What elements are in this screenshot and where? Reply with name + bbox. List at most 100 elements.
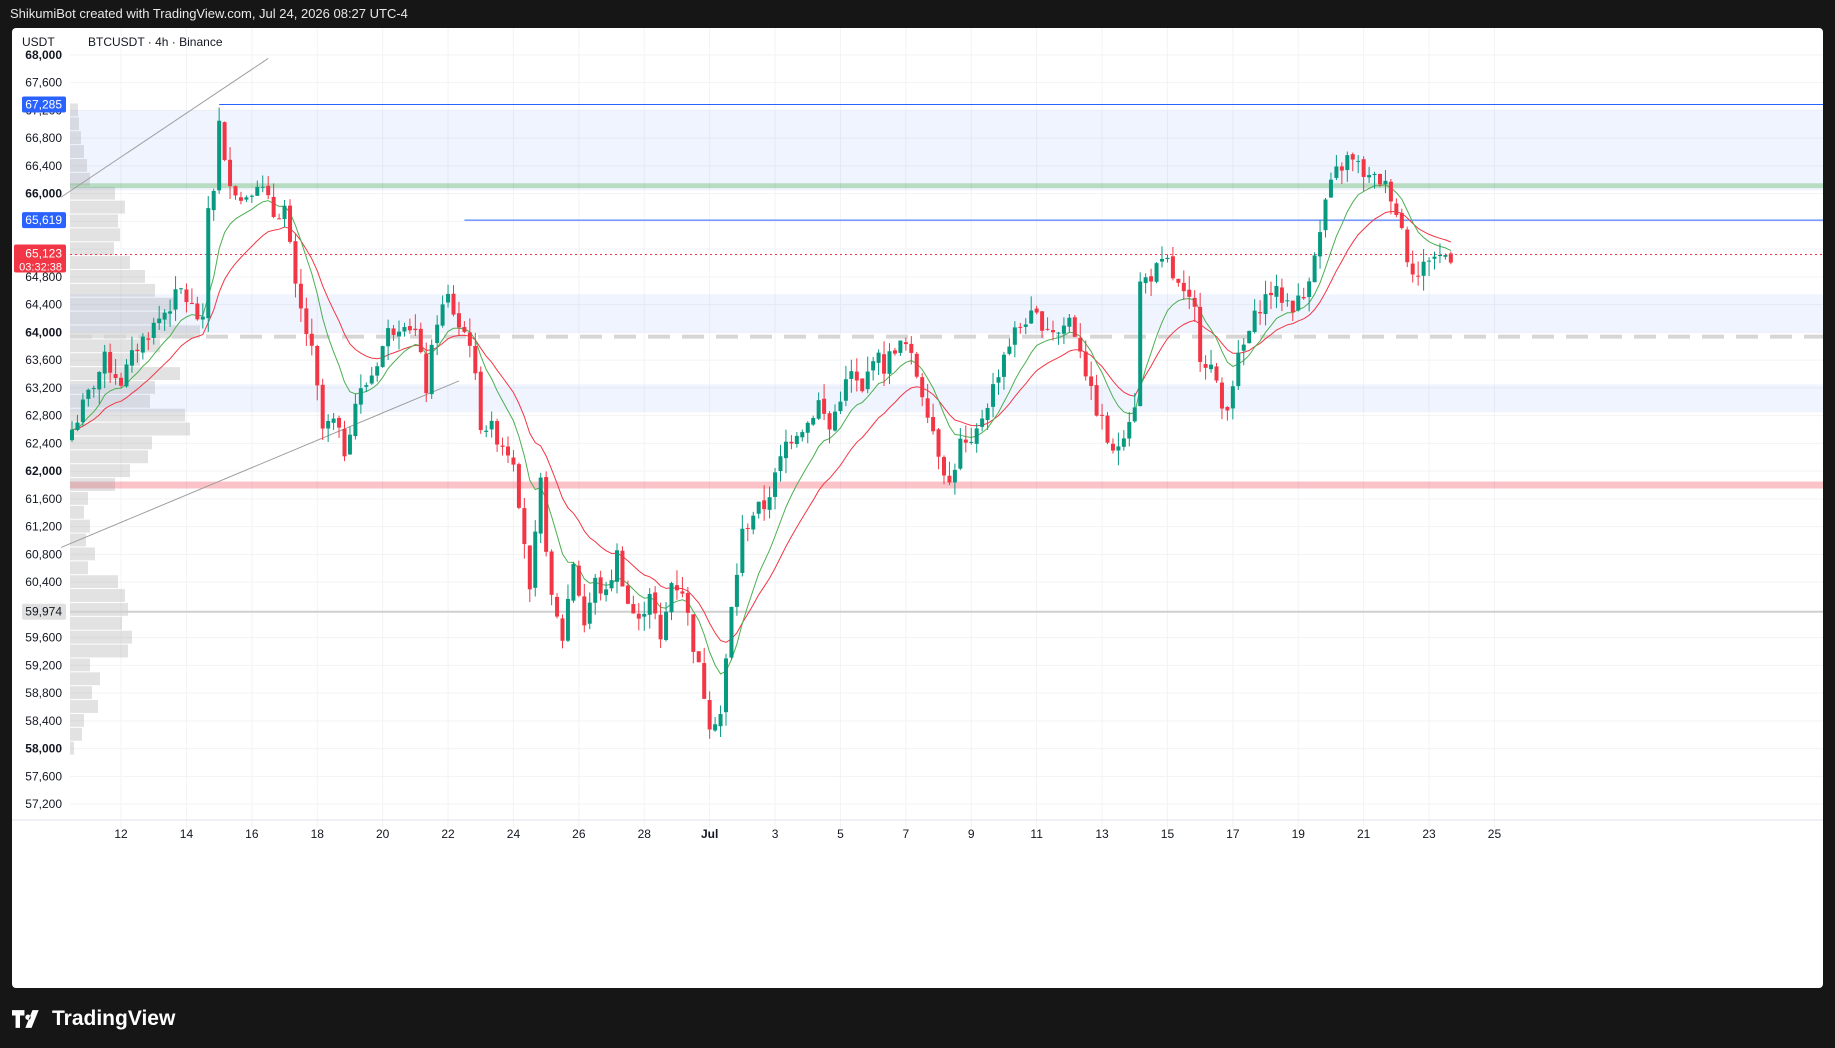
candle (293, 233, 298, 298)
candle (233, 185, 238, 200)
candle (113, 359, 118, 385)
candle (1416, 261, 1421, 286)
candle (685, 587, 690, 626)
candle-body (1116, 446, 1121, 451)
candle-body (942, 457, 946, 476)
candle-body (642, 613, 647, 617)
volume-profile-bar (70, 297, 176, 311)
candle (789, 435, 794, 450)
candle (1241, 338, 1246, 366)
candle-body (342, 428, 347, 457)
price-tag-label: 67,285 (25, 98, 62, 112)
candle (238, 191, 243, 205)
candle-body (347, 434, 352, 455)
candle-body (1405, 229, 1410, 263)
candle-body (560, 618, 565, 641)
candle-body (91, 388, 96, 390)
candle-body (1132, 407, 1137, 422)
candle-body (833, 411, 837, 431)
candle (435, 315, 440, 356)
candle-body (1443, 255, 1448, 257)
candle-body (1198, 306, 1203, 362)
candle (288, 199, 292, 244)
candle-body (685, 593, 690, 613)
candle (326, 414, 331, 442)
candle-body (228, 159, 233, 187)
candle-body (1029, 310, 1034, 324)
volume-profile-bar (70, 145, 84, 158)
volume-profile-bar (70, 505, 84, 519)
candle (119, 372, 124, 389)
candle-body (151, 322, 156, 338)
candle-body (1121, 438, 1126, 447)
candle (1116, 432, 1121, 466)
candle (680, 576, 685, 598)
candle-body (1312, 255, 1317, 283)
price-zone (70, 183, 1823, 189)
candle-body (288, 205, 292, 242)
volume-profile-bar (70, 131, 81, 145)
candle (762, 485, 767, 521)
candle (1225, 406, 1230, 421)
y-tick-label: 61,600 (25, 492, 62, 506)
candle-body (277, 218, 282, 220)
candle-body (113, 374, 118, 378)
price-chart[interactable]: 68,00067,60067,20066,80066,40066,00065,6… (12, 28, 1823, 988)
y-tick-label: 58,000 (25, 742, 62, 756)
candle (102, 344, 107, 389)
candle-body (838, 401, 843, 412)
candle-body (1252, 310, 1257, 332)
candle-body (1219, 382, 1224, 409)
candle (506, 436, 510, 463)
candle-body (794, 435, 799, 445)
chart-panel[interactable]: 68,00067,60067,20066,80066,40066,00065,6… (12, 28, 1823, 988)
y-tick-label: 68,000 (25, 48, 62, 62)
candle (86, 388, 91, 407)
candle-body (1247, 330, 1252, 344)
candle-body (598, 577, 603, 594)
candle (342, 420, 347, 462)
candle-body (549, 551, 554, 595)
candle (255, 180, 260, 196)
x-tick-label: 18 (311, 827, 325, 841)
candle (162, 309, 167, 331)
symbol-legend[interactable]: BTCUSDT · 4h · Binance (88, 35, 223, 49)
candle (1307, 277, 1312, 312)
candle (484, 425, 489, 438)
candle-body (293, 241, 298, 284)
candle (1252, 299, 1257, 334)
candle (1285, 293, 1290, 307)
candle-body (1165, 257, 1170, 260)
candle-body (119, 377, 124, 386)
candle (849, 359, 854, 393)
candle-body (1061, 325, 1066, 334)
candle (734, 563, 739, 616)
candle (658, 602, 663, 649)
candle (1187, 276, 1192, 310)
candle (1388, 179, 1393, 215)
candle (1258, 300, 1263, 325)
candle (1149, 268, 1154, 297)
price-zone (70, 110, 1823, 191)
candle (402, 322, 407, 337)
candle (1345, 151, 1350, 182)
candle-body (407, 326, 412, 331)
candle (1443, 253, 1448, 260)
volume-profile-bar (70, 575, 118, 589)
candle-body (1339, 166, 1344, 171)
candle-body (571, 563, 576, 601)
candle (358, 374, 363, 414)
candle (1334, 154, 1339, 181)
candle (1138, 272, 1143, 407)
x-tick-label: 23 (1422, 827, 1436, 841)
candle (189, 288, 194, 305)
candle (767, 486, 772, 519)
candle-body (1388, 181, 1393, 202)
candle-body (544, 477, 549, 552)
candle-body (1279, 287, 1284, 303)
candle (228, 147, 233, 199)
brand[interactable]: TradingView (12, 1004, 175, 1034)
candle (1361, 156, 1366, 192)
candle (1056, 331, 1061, 345)
candle (1083, 340, 1088, 381)
